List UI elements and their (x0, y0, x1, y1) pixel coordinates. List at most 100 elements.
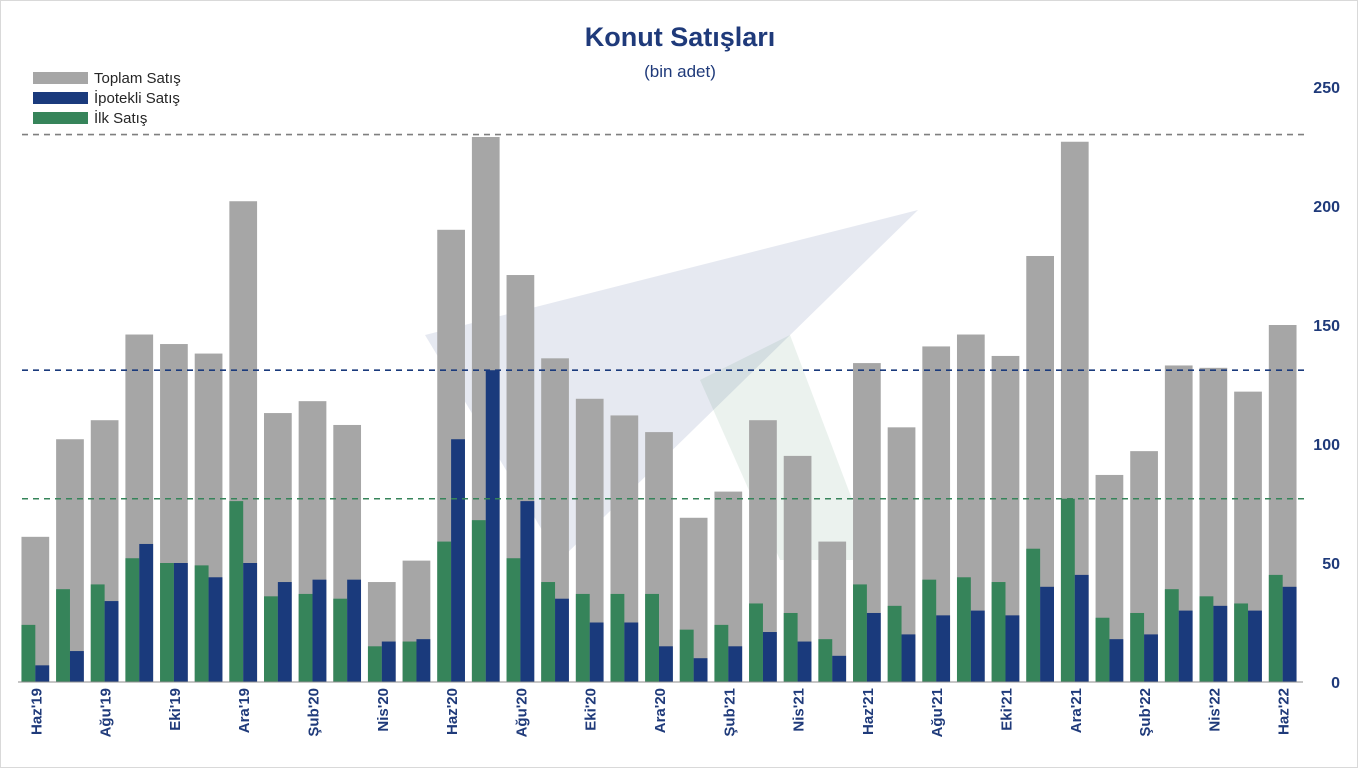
bar-ipotekli (35, 665, 50, 682)
bar-ilk (194, 565, 209, 682)
bar-ipotekli (866, 612, 881, 682)
bar-ipotekli (624, 622, 639, 682)
bar-ipotekli (277, 582, 292, 682)
y-tick-label: 250 (1313, 80, 1340, 97)
bar-ilk (367, 646, 382, 682)
reference-lines (22, 133, 1305, 500)
bar-ipotekli (797, 641, 812, 682)
bar-ilk (471, 520, 486, 682)
bar-ilk (21, 624, 36, 682)
bar-ilk (991, 582, 1006, 682)
bar-ipotekli (693, 658, 708, 682)
bar-ilk (333, 598, 348, 682)
bar-ilk (56, 589, 70, 682)
bar-ipotekli (1282, 586, 1297, 682)
y-tick-label: 50 (1322, 556, 1340, 573)
bar-ilk (749, 603, 763, 682)
x-tick-label: Ağu'19 (98, 688, 115, 737)
chart-subtitle: (bin adet) (644, 62, 716, 81)
x-tick-label: Eki'19 (167, 688, 184, 731)
x-tick-label: Ağu'20 (513, 688, 530, 737)
bar-ilk (541, 582, 556, 682)
bar-ipotekli (1178, 610, 1193, 682)
legend-swatch-ilk (33, 112, 88, 124)
x-tick-label: Haz'21 (860, 688, 877, 735)
bar-ilk (1199, 596, 1214, 682)
bar-ilk (922, 579, 937, 682)
bar-ipotekli (1005, 615, 1020, 682)
bar-ilk (1060, 498, 1075, 682)
legend-item-toplam: Toplam Satış (33, 68, 181, 88)
bars-layer (21, 136, 1297, 683)
bar-ipotekli (173, 563, 188, 682)
bar-ilk (679, 629, 694, 682)
x-tick-label: Şub'22 (1137, 688, 1154, 737)
bar-ipotekli (970, 610, 985, 682)
bar-ilk (1130, 612, 1145, 682)
bar-ilk (160, 563, 174, 682)
x-tick-label: Haz'19 (28, 688, 45, 735)
bar-ipotekli (451, 439, 465, 682)
bar-ilk (1095, 617, 1110, 682)
x-tick-label: Ara'19 (236, 688, 253, 733)
x-tick-label: Şub'20 (306, 688, 323, 737)
bar-ipotekli (69, 651, 84, 682)
bar-ipotekli (416, 639, 431, 682)
bar-ipotekli (1248, 610, 1262, 682)
x-tick-label: Nis'22 (1206, 688, 1223, 732)
bar-ilk (818, 639, 833, 682)
bar-ipotekli (139, 543, 154, 682)
x-tick-label: Ara'20 (652, 688, 669, 733)
bar-ilk (229, 501, 244, 682)
bar-ipotekli (1074, 574, 1089, 682)
bar-ilk (1234, 603, 1249, 682)
x-tick-label: Eki'20 (583, 688, 600, 731)
axes: 0 50 100 150 200 250 Haz'19 Ağu'19 Eki'19 Ara'19 Ş… (18, 80, 1340, 737)
legend: Toplam Satış İpotekli Satış İlk Satış (33, 68, 181, 128)
bar-ipotekli (485, 370, 500, 682)
bar-ipotekli (208, 577, 223, 682)
legend-label-ilk: İlk Satış (94, 109, 148, 127)
bar-ipotekli (762, 632, 777, 682)
bar-ilk (90, 584, 105, 682)
bar-ipotekli (520, 501, 535, 682)
bar-ilk (645, 593, 659, 682)
x-tick-label: Nis'21 (791, 688, 808, 732)
y-tick-label: 0 (1331, 675, 1340, 692)
bar-ilk (402, 641, 417, 682)
bar-ipotekli (1109, 639, 1124, 682)
bar-ipotekli (555, 598, 569, 682)
legend-item-ilk: İlk Satış (33, 108, 181, 128)
x-tick-label: Haz'20 (444, 688, 461, 735)
chart-title: Konut Satışları (584, 22, 776, 52)
x-tick-label: Nis'20 (375, 688, 392, 732)
bar-ilk (506, 558, 521, 682)
legend-label-ipotekli: İpotekli Satış (94, 89, 180, 107)
watermark-shape-green (700, 335, 875, 560)
bar-ipotekli (1213, 605, 1228, 682)
bar-ilk (783, 612, 798, 682)
bar-ilk (887, 605, 902, 682)
bar-ipotekli (347, 579, 362, 682)
bar-ilk (125, 558, 140, 682)
bar-ilk (853, 584, 867, 682)
legend-label-toplam: Toplam Satış (94, 69, 181, 87)
bar-ilk (575, 593, 590, 682)
legend-swatch-toplam (33, 72, 88, 84)
bar-ilk (437, 541, 452, 682)
bar-ipotekli (589, 622, 604, 682)
x-tick-label: Haz'22 (1276, 688, 1293, 735)
bar-ilk (264, 596, 278, 682)
bar-ipotekli (1144, 634, 1158, 682)
legend-swatch-ipotekli (33, 92, 88, 104)
bar-ipotekli (659, 646, 673, 682)
bar-ipotekli (104, 601, 119, 682)
x-tick-label: Şub'21 (721, 688, 738, 737)
bar-ilk (610, 593, 625, 682)
bar-ipotekli (1040, 586, 1054, 682)
legend-item-ipotekli: İpotekli Satış (33, 88, 181, 108)
bar-ipotekli (312, 579, 327, 682)
bar-ilk (1026, 548, 1041, 682)
bar-ilk (298, 593, 313, 682)
